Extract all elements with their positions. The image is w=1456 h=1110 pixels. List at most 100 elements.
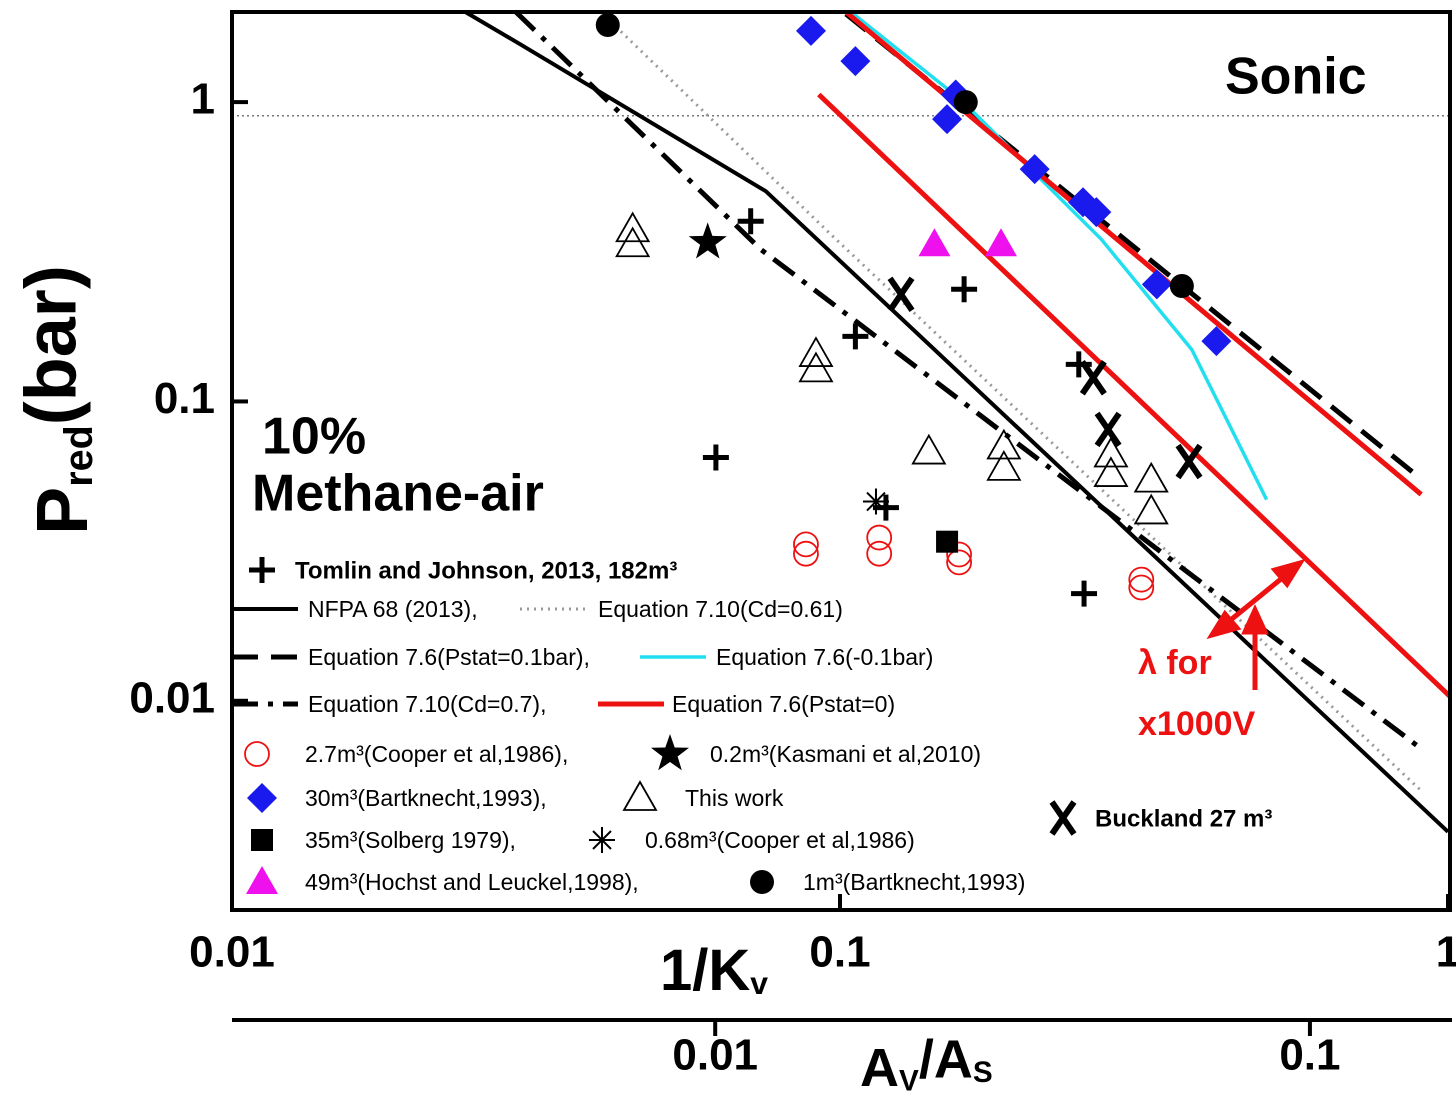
y-axis-label-part: (bar)	[12, 265, 92, 425]
legend-symbol	[246, 866, 278, 894]
plot-area	[232, 12, 1450, 834]
marker	[796, 15, 827, 46]
marker	[1093, 436, 1129, 468]
legend-symbol	[247, 783, 277, 813]
x2-tick-label: 0.1	[1279, 1031, 1340, 1080]
legend-label: Equation 7.6(-0.1bar)	[716, 644, 933, 670]
marker	[1141, 269, 1172, 300]
legend-label: Equation 7.10(Cd=0.61)	[598, 596, 843, 622]
marker	[615, 226, 651, 258]
marker	[932, 104, 963, 135]
annotation: x1000V	[1138, 705, 1256, 743]
marker	[887, 276, 915, 312]
legend-symbol	[244, 741, 270, 767]
marker	[1133, 461, 1169, 493]
marker	[862, 488, 889, 515]
marker	[986, 428, 1022, 460]
legend-label: 30m³(Bartknecht,1993),	[305, 785, 547, 811]
legend-label: 1m³(Bartknecht,1993)	[803, 869, 1025, 895]
annotation: λ for	[1138, 644, 1212, 682]
annotation: Methane-air	[252, 465, 544, 523]
legend-label: 0.68m³(Cooper et al,1986)	[645, 827, 915, 853]
marker	[793, 540, 819, 567]
series-line	[514, 12, 1422, 750]
legend-label: Equation 7.6(Pstat=0.1bar),	[308, 644, 590, 670]
marker	[840, 46, 871, 77]
marker	[1128, 574, 1155, 601]
marker	[702, 444, 729, 471]
y-axis-label-part: red	[57, 425, 101, 487]
marker	[866, 524, 893, 551]
legend-symbol	[1049, 800, 1077, 836]
y-tick-label: 1	[191, 75, 215, 124]
marker	[1079, 360, 1107, 396]
legend-symbol	[622, 780, 658, 811]
marker	[985, 228, 1018, 257]
marker	[798, 351, 834, 383]
marker	[918, 228, 951, 257]
marker	[798, 336, 834, 367]
marker	[595, 12, 620, 37]
x-axis-label: 1/Kv	[660, 938, 768, 1003]
marker	[911, 433, 947, 465]
x-axis-label-part: 1/K	[660, 938, 750, 1003]
legend-label: Tomlin and Johnson, 2013, 182m³	[295, 557, 677, 584]
marker	[1019, 154, 1050, 185]
series-line	[817, 92, 1450, 700]
marker	[951, 276, 978, 303]
x-tick-label: 1	[1436, 928, 1456, 977]
legend-label: Buckland 27 m³	[1095, 805, 1272, 832]
y-axis-label-part: P	[23, 487, 103, 535]
marker	[953, 90, 978, 115]
legend-symbol	[651, 734, 689, 771]
x2-axis-label-part: S	[973, 1056, 993, 1089]
legend-symbol	[750, 870, 774, 894]
marker	[1071, 580, 1098, 607]
marker	[615, 211, 651, 243]
marker	[946, 541, 973, 568]
legend-label: Equation 7.10(Cd=0.7),	[308, 691, 546, 717]
marker	[866, 540, 893, 567]
series-line	[464, 12, 1450, 834]
legend-label: This work	[685, 785, 784, 811]
x2-axis-label: AV/AS	[860, 1030, 993, 1099]
y-axis-label: Pred(bar)	[12, 265, 103, 535]
y-tick-label: 0.1	[154, 374, 215, 423]
marker	[936, 530, 959, 553]
marker	[1133, 493, 1169, 525]
legend-label: NFPA 68 (2013),	[308, 596, 478, 622]
legend-symbol	[251, 829, 273, 851]
marker	[1128, 566, 1155, 593]
marker	[1094, 411, 1122, 448]
plot-frame	[230, 10, 1452, 912]
x-tick-label: 0.1	[809, 928, 870, 977]
lambda-arrows	[1206, 558, 1306, 690]
marker	[1201, 326, 1232, 357]
x2-axis-label-part: V	[899, 1064, 919, 1097]
marker	[1093, 456, 1129, 487]
marker	[1175, 443, 1203, 480]
series-line	[599, 12, 1422, 791]
series-line	[849, 12, 1269, 501]
annotation: Sonic	[1225, 48, 1367, 106]
arrow-head	[1241, 603, 1269, 635]
marker	[842, 323, 869, 350]
y-tick-label: 0.01	[129, 673, 215, 722]
marker	[688, 222, 727, 259]
legend-label: Equation 7.6(Pstat=0)	[672, 691, 895, 717]
x2-tick-label: 0.01	[672, 1031, 758, 1080]
x-tick-label: 0.01	[189, 928, 275, 977]
legend-label: 2.7m³(Cooper et al,1986),	[305, 741, 568, 767]
x2-axis-label-part: /A	[919, 1030, 973, 1090]
legend-label: 49m³(Hochst and Leuckel,1998),	[305, 869, 639, 895]
marker	[1081, 197, 1112, 228]
marker	[1169, 274, 1194, 299]
marker	[872, 494, 899, 521]
marker	[737, 208, 764, 235]
marker	[946, 549, 973, 576]
legend-symbol	[249, 557, 275, 583]
x-axis-label-part: v	[750, 966, 768, 1002]
annotation: 10%	[262, 408, 366, 466]
legend-label: 0.2m³(Kasmani et al,2010)	[710, 741, 981, 767]
